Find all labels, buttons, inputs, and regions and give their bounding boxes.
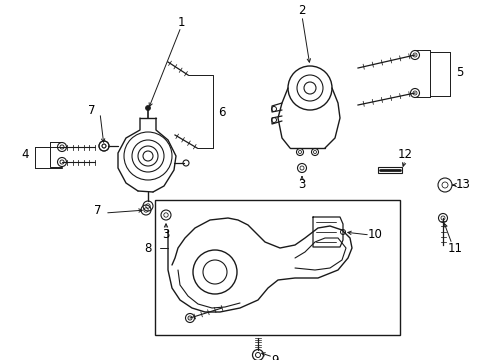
Text: 13: 13 (456, 179, 470, 192)
Bar (378, 167, 402, 173)
Text: 6: 6 (218, 105, 226, 118)
Text: 3: 3 (298, 179, 306, 192)
Text: 7: 7 (94, 203, 102, 216)
Text: 5: 5 (456, 67, 464, 80)
Text: 4: 4 (21, 148, 29, 162)
Text: 2: 2 (298, 4, 306, 17)
Text: 7: 7 (88, 104, 96, 117)
Circle shape (146, 105, 150, 111)
Text: 3: 3 (162, 229, 170, 242)
Text: 1: 1 (177, 15, 185, 28)
Text: 9: 9 (271, 354, 279, 360)
Text: 8: 8 (145, 242, 152, 255)
Text: 10: 10 (368, 229, 382, 242)
Bar (155, 200, 400, 335)
Text: 11: 11 (447, 242, 463, 255)
Text: 12: 12 (397, 148, 413, 162)
